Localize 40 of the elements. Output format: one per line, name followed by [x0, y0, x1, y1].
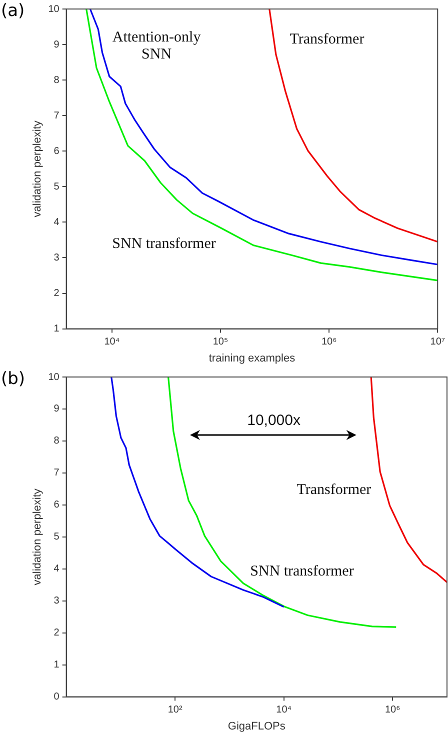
y-tick-label: 1 [54, 324, 60, 335]
chart-title: (b) [1, 368, 26, 389]
x-axis-title: training examples [208, 352, 296, 364]
series-label: SNN transformer [250, 563, 354, 580]
x-tick-label: 10⁶ [384, 704, 400, 716]
y-tick-label: 2 [54, 288, 60, 300]
y-axis-title: validation perplexity [32, 120, 44, 218]
series-label: Transformer [290, 31, 364, 48]
y-tick-label: 8 [54, 74, 60, 86]
series-label: Attention-only SNN [112, 30, 202, 63]
x-tick-label: 10⁴ [276, 704, 292, 716]
y-tick-label: 3 [54, 252, 60, 264]
y-tick-label: 8 [54, 436, 60, 447]
y-tick-label: 4 [54, 216, 60, 228]
y-tick-label: 5 [54, 532, 60, 543]
x-axis-title: GigaFLOPs [228, 720, 286, 732]
y-tick-label: 6 [54, 146, 60, 157]
y-tick-label: 7 [54, 110, 60, 122]
series-label: Transformer [296, 482, 372, 498]
y-tick-label: 5 [54, 181, 60, 192]
y-tick-label: 0 [54, 692, 60, 703]
y-tick-label: 7 [54, 468, 60, 479]
chart-title: (a) [1, 0, 25, 21]
y-tick-label: 9 [54, 404, 60, 415]
y-tick-label: 4 [54, 564, 60, 575]
y-tick-label: 1 [54, 660, 60, 671]
annotation: 10,000x [247, 412, 301, 429]
x-tick-label: 10⁴ [104, 336, 120, 348]
y-tick-label: 10 [48, 372, 60, 383]
x-tick-label: 10² [168, 704, 183, 716]
y-tick-label: 9 [54, 39, 60, 50]
x-tick-label: 10⁵ [212, 336, 228, 348]
x-tick-label: 10⁷ [430, 336, 446, 348]
series-label: SNN transformer [112, 236, 216, 252]
y-tick-label: 10 [48, 4, 60, 15]
y-tick-label: 6 [54, 500, 60, 511]
x-tick-label: 10⁶ [321, 336, 337, 348]
y-axis-title: validation perplexity [32, 488, 44, 586]
y-tick-label: 3 [54, 596, 60, 607]
y-tick-label: 2 [54, 628, 60, 639]
